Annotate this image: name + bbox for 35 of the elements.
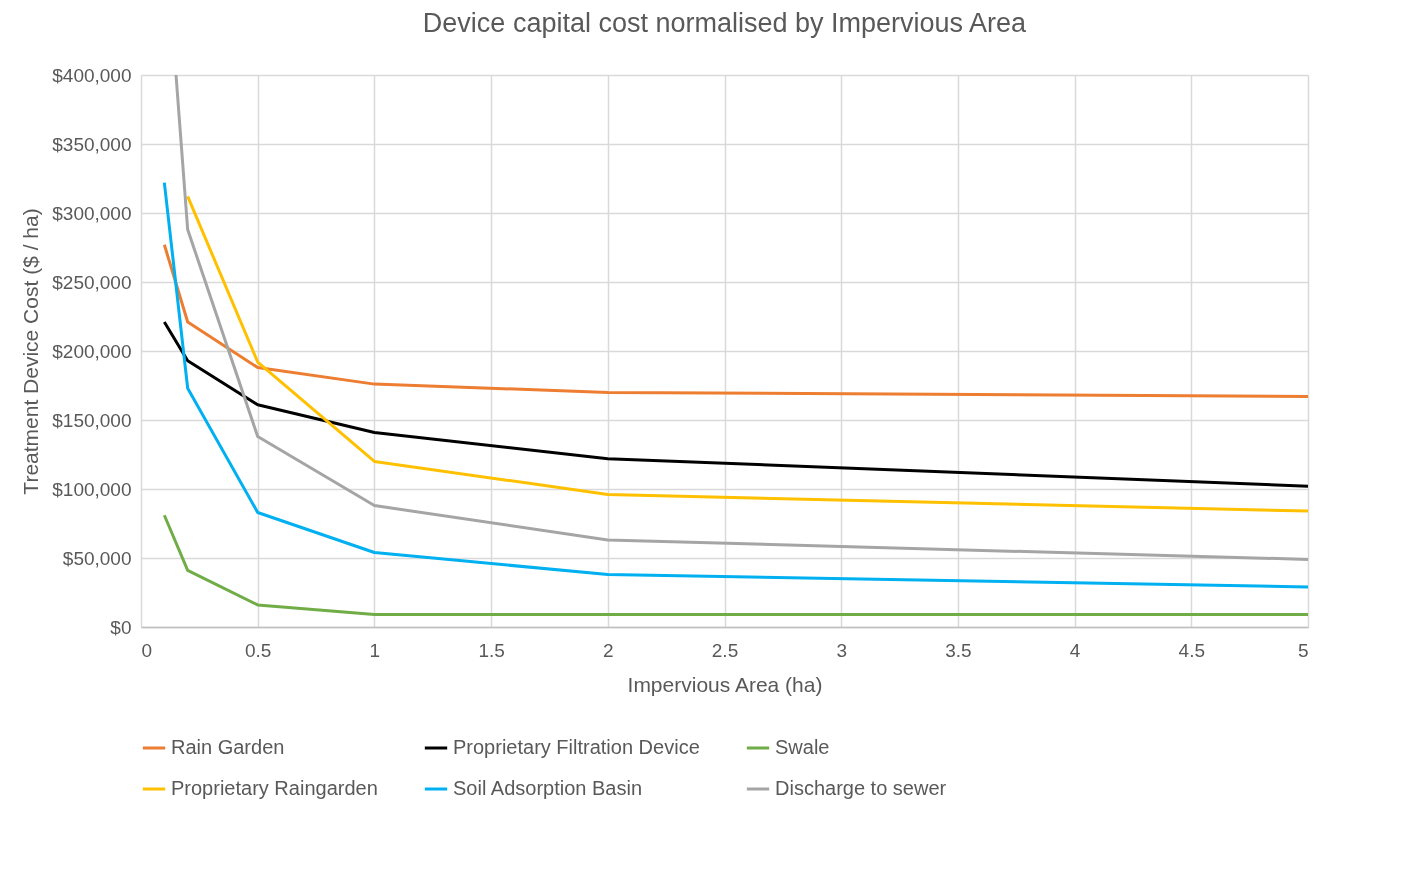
line-series [174, 73, 1310, 561]
legend-label: Proprietary Raingarden [171, 777, 378, 799]
x-tick-label: 5 [1297, 639, 1309, 661]
x-tick-label: 0.5 [244, 639, 272, 661]
y-tick-label: $350,000 [52, 133, 132, 155]
chart-title: Device capital cost normalised by Impervious Area [422, 8, 1028, 38]
x-tick-label: 2.5 [711, 639, 739, 661]
x-tick-label: 0 [141, 639, 153, 661]
y-tick-label: $200,000 [52, 340, 132, 362]
legend-label: Proprietary Filtration Device [453, 736, 700, 758]
legend-label: Swale [775, 736, 830, 758]
x-tick-label: 4.5 [1178, 639, 1206, 661]
line-series [162, 243, 1310, 399]
line-series [162, 320, 1310, 488]
legend-label: Discharge to sewer [775, 777, 947, 799]
line-series [162, 181, 1310, 589]
y-tick-label: $300,000 [52, 202, 132, 224]
legend-label: Soil Adsorption Basin [453, 777, 643, 799]
x-axis-title: Impervious Area (ha) [627, 672, 823, 696]
y-tick-label: $400,000 [52, 64, 132, 86]
y-tick-label: $150,000 [52, 409, 132, 431]
y-tick-label: $0 [110, 616, 132, 638]
x-tick-label: 3.5 [945, 639, 972, 661]
y-tick-label: $250,000 [52, 271, 132, 293]
x-tick-label: 3 [836, 639, 847, 661]
y-tick-label: $50,000 [62, 547, 132, 569]
x-tick-label: 2 [603, 639, 614, 661]
legend-label: Rain Garden [171, 736, 285, 758]
line-series [186, 194, 1310, 513]
x-tick-label: 1.5 [478, 639, 505, 661]
x-tick-label: 1 [369, 639, 381, 661]
y-axis-title: Treatment Device Cost ($ / ha) [19, 208, 43, 495]
x-tick-label: 4 [1069, 639, 1081, 661]
y-tick-label: $100,000 [52, 478, 132, 500]
line-series [162, 513, 1310, 617]
